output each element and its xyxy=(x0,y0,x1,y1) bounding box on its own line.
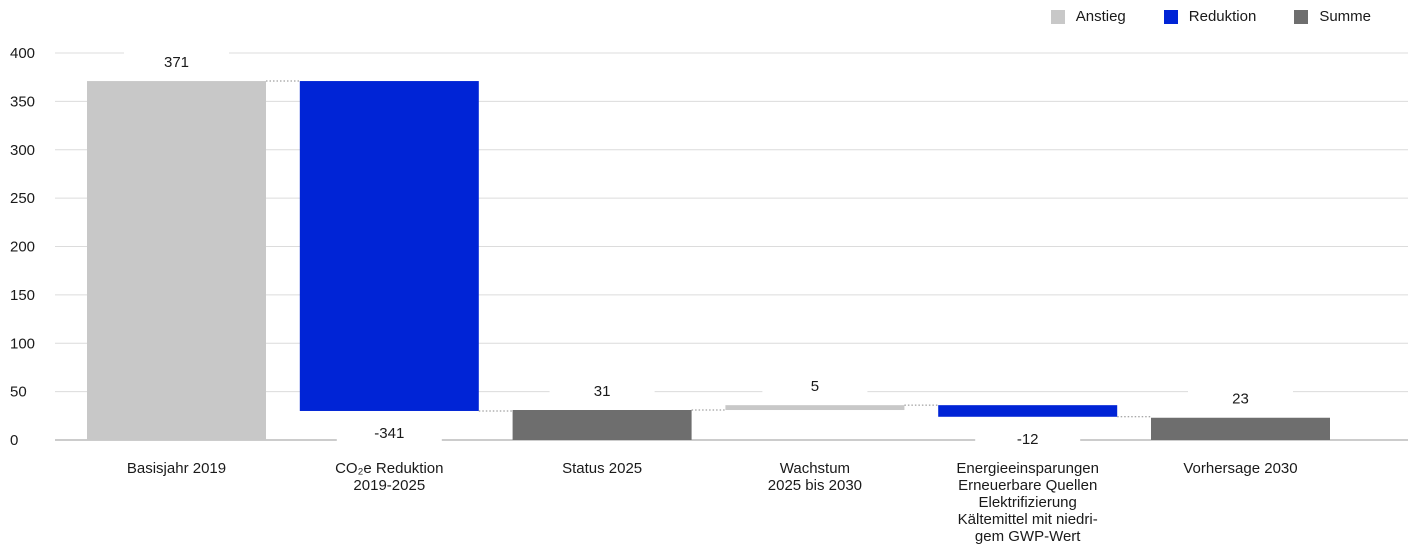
data-label-bg xyxy=(975,427,1081,450)
legend-item-reduktion: Reduktion xyxy=(1163,8,1257,25)
legend-swatch-reduktion xyxy=(1163,9,1178,24)
bar-anstieg xyxy=(87,81,266,441)
data-label-bg xyxy=(336,421,442,444)
data-label-bg xyxy=(124,51,229,74)
data-label-bg xyxy=(1188,387,1293,410)
y-tick-label: 400 xyxy=(10,45,35,62)
legend-label-reduktion: Reduktion xyxy=(1188,8,1257,25)
y-tick-label: 150 xyxy=(10,287,35,304)
x-category-label: Basisjahr 2019 xyxy=(127,460,226,477)
x-category-label: Vorhersage 2030 xyxy=(1183,460,1297,477)
bar-summe xyxy=(1151,417,1330,440)
x-category-label: Status 2025 xyxy=(562,460,642,477)
legend-swatch-anstieg xyxy=(1050,9,1065,24)
y-tick-label: 300 xyxy=(10,142,35,159)
data-label: 31 xyxy=(594,383,611,400)
data-label: -341 xyxy=(374,425,404,442)
y-tick-label: 350 xyxy=(10,93,35,110)
x-category-label: 2025 bis 2030 xyxy=(768,477,862,494)
x-category-label: CO₂e Reduktion xyxy=(335,460,443,477)
legend: Anstieg Reduktion Summe xyxy=(1050,8,1371,25)
x-category-label: Erneuerbare Quellen xyxy=(958,477,1097,494)
data-label: 23 xyxy=(1232,391,1249,408)
legend-item-anstieg: Anstieg xyxy=(1050,8,1126,25)
bar-reduktion xyxy=(938,405,1118,417)
bar-summe xyxy=(512,410,692,440)
data-label-bg xyxy=(762,375,868,398)
x-category-label: Elektrifizierung xyxy=(979,494,1077,511)
legend-label-anstieg: Anstieg xyxy=(1075,8,1126,25)
legend-label-summe: Summe xyxy=(1319,8,1371,25)
x-category-label: Wachstum xyxy=(780,460,850,477)
bar-anstieg xyxy=(725,405,905,411)
x-category-label: Kältemittel mit niedri- xyxy=(958,511,1098,528)
y-tick-label: 50 xyxy=(10,384,27,401)
y-tick-label: 100 xyxy=(10,335,35,352)
legend-item-summe: Summe xyxy=(1294,8,1371,25)
legend-swatch-summe xyxy=(1294,9,1309,24)
x-category-label: 2019-2025 xyxy=(353,477,425,494)
data-label-bg xyxy=(549,380,655,403)
y-tick-label: 200 xyxy=(10,239,35,256)
data-label: 371 xyxy=(164,54,189,71)
x-category-label: gem GWP-Wert xyxy=(975,528,1081,545)
data-label: 5 xyxy=(811,378,819,395)
x-category-label: Energieeinsparungen xyxy=(956,460,1099,477)
bar-reduktion xyxy=(299,81,479,411)
y-tick-label: 0 xyxy=(10,432,18,449)
data-label: -12 xyxy=(1017,431,1039,448)
y-tick-label: 250 xyxy=(10,190,35,207)
